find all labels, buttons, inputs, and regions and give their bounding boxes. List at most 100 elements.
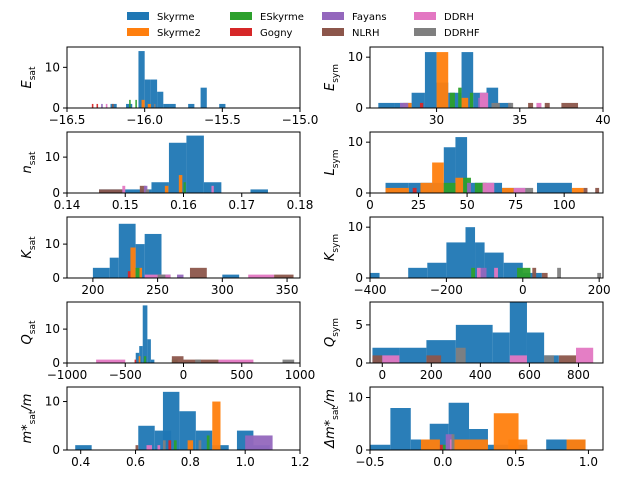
bar-nlrh (528, 102, 534, 108)
y-tick-label: 0 (355, 271, 363, 285)
bar-eskyrme (129, 99, 131, 108)
bar-skyrme (75, 445, 92, 450)
bar-skyrme (467, 182, 479, 193)
y-axis-label: Esat (20, 66, 38, 88)
x-tick-label: 200 (81, 283, 104, 297)
y-tick-label: 10 (45, 60, 60, 74)
bar-skyrme (150, 359, 155, 363)
bar-eskyrme (449, 92, 455, 108)
bar-skyrme2 (178, 175, 183, 193)
legend-swatch-eskyrme (230, 12, 252, 20)
y-tick-label: 0 (52, 443, 60, 457)
legend: Skyrme ESkyrme Fayans DDRH Skyrme2 Gogny NLRH D… (127, 12, 480, 39)
axes-frame (369, 301, 604, 364)
bar-skyrme (461, 52, 474, 108)
x-tick-label: 250 (146, 283, 169, 297)
x-tick-label: 0 (180, 368, 188, 382)
x-tick-label: −0.5 (355, 455, 384, 469)
bar-nlrh (139, 185, 146, 193)
bar-skyrme2 (139, 267, 143, 278)
bar-skyrme2 (130, 247, 136, 278)
legend-swatch-nlrh (322, 28, 344, 36)
bar-skyrme (492, 332, 510, 363)
bar-skyrme2 (448, 439, 470, 450)
bar-skyrme (139, 346, 143, 363)
legend-label-skyrme: Skyrme (157, 12, 195, 23)
x-tick-label: 0.5 (506, 455, 525, 469)
bar-ddrhf (455, 347, 466, 363)
bar-ddrh (122, 185, 126, 193)
bar-nlrh (189, 267, 207, 278)
bar-skyrme (526, 332, 545, 363)
legend-swatch-fayans (322, 12, 344, 20)
axes-frame (369, 46, 604, 109)
bar-fayans (101, 103, 103, 108)
bar-skyrme (200, 87, 207, 108)
bar-gogny (127, 271, 131, 278)
bar-skyrme (150, 79, 158, 108)
bar-skyrme2 (455, 177, 464, 193)
bar-skyrme2 (566, 439, 586, 450)
x-tick-label: 600 (518, 368, 541, 382)
bar-nlrh (171, 356, 184, 363)
bar-ddrh (382, 355, 400, 363)
x-tick-label: 0.8 (181, 455, 200, 469)
y-tick-label: 10 (348, 135, 363, 149)
bar-skyrme (427, 262, 447, 278)
bar-ddrh (513, 187, 526, 193)
x-tick-label: 0.15 (112, 198, 139, 212)
bar-skyrme (410, 439, 430, 450)
bar-skyrme (484, 252, 504, 278)
legend-swatch-ddrh (414, 12, 436, 20)
bar-skyrme (446, 242, 466, 278)
bar-skyrme2 (432, 162, 444, 193)
bar-skyrme (455, 137, 468, 193)
bar-skyrme2 (212, 401, 221, 450)
y-tick-label: 0 (52, 271, 60, 285)
bar-ddrhf (145, 189, 150, 193)
bar-skyrme (475, 242, 485, 278)
bar-ddrh (509, 355, 527, 363)
bar-skyrme (219, 103, 226, 108)
y-axis-label: Qsym (323, 318, 341, 347)
y-tick-label: 0 (52, 101, 60, 115)
panel-Lsym: 0 25 50 75 100 0 10 Lsym (323, 131, 604, 212)
legend-label-fayans: Fayans (352, 12, 387, 23)
bar-ddrhf (597, 272, 602, 278)
bar-skyrme (162, 391, 180, 450)
bar-gogny (134, 359, 137, 363)
bar-ddrhf (153, 103, 156, 108)
bar-skyrme (222, 274, 240, 278)
bar-skyrme (147, 339, 151, 363)
panel-Esat: −16.5 −16.0 −15.5 −15.0 0 10 Esat (20, 46, 318, 127)
bar-gogny (412, 187, 417, 193)
panel-dmsat: −0.5 0.0 0.5 1.0 0 10 Δm*sat/m (323, 386, 604, 469)
bar-skyrme2 (461, 97, 469, 108)
bar-eskyrme (135, 267, 140, 278)
bar-nlrh (561, 102, 579, 108)
bar-ddrhf (508, 102, 514, 108)
panel-Ksym: −400 −200 0 200 0 10 Ksym (323, 216, 611, 297)
bar-nlrh (541, 272, 548, 278)
bar-skyrme (163, 103, 170, 108)
bar-nlrh (583, 187, 588, 193)
x-tick-label: 1.0 (579, 455, 598, 469)
bars-msat (75, 391, 273, 450)
x-tick-label: −1000 (47, 368, 88, 382)
x-tick-label: −15.5 (204, 113, 241, 127)
y-tick-label: 10 (348, 220, 363, 234)
bar-skyrme (408, 267, 428, 278)
y-axis-label: Qsat (20, 320, 38, 344)
x-tick-label: 200 (420, 368, 443, 382)
bar-ddrh (96, 359, 126, 363)
bar-skyrme (138, 51, 145, 108)
bar-ddrhf (198, 440, 202, 450)
bars-Qsym (372, 302, 594, 363)
bar-skyrme2 (493, 413, 519, 450)
bar-nlrh (595, 187, 600, 193)
panel-msat: 0.4 0.6 0.8 1.0 1.2 0 10 m*sat/m (20, 386, 310, 469)
bar-ddrhf (195, 359, 201, 363)
bar-skyrme (370, 444, 391, 450)
